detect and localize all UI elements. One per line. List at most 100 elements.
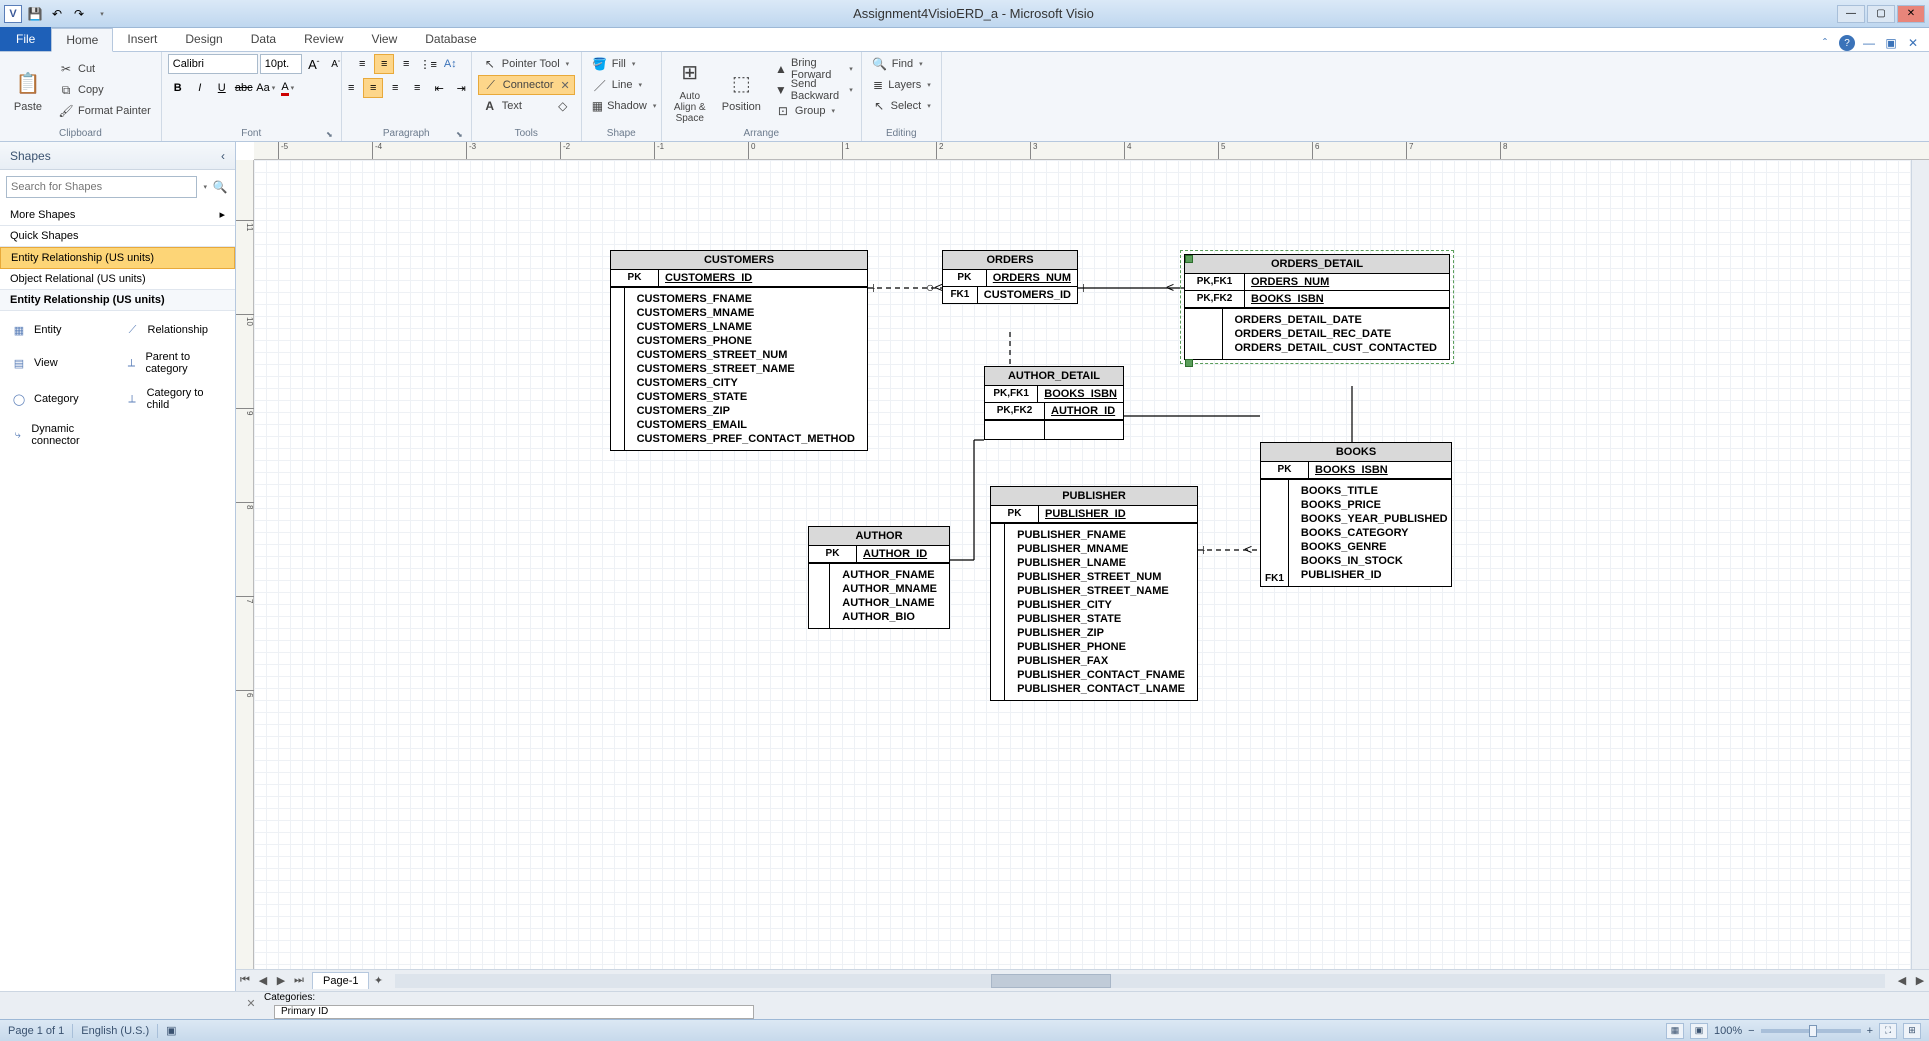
shape-parent-to-category[interactable]: ⟂Parent to category: [120, 347, 230, 379]
ribbon-minimize-icon[interactable]: ˆ: [1817, 35, 1833, 51]
shape-category[interactable]: ◯Category: [6, 383, 116, 415]
paragraph-dialog-launcher[interactable]: ⬊: [456, 130, 463, 139]
pan-zoom-button[interactable]: ⊞: [1903, 1023, 1921, 1039]
new-page-button[interactable]: ✦: [369, 972, 387, 990]
scroll-left-button[interactable]: ◀: [1893, 972, 1911, 990]
align-justify-button[interactable]: ≡: [407, 78, 427, 98]
redo-icon[interactable]: ↷: [70, 5, 88, 23]
strikethrough-button[interactable]: abc: [234, 78, 254, 98]
help-icon[interactable]: ?: [1839, 35, 1855, 51]
align-left-button[interactable]: ≡: [341, 78, 361, 98]
zoom-slider[interactable]: [1761, 1029, 1861, 1033]
zoom-thumb[interactable]: [1809, 1025, 1817, 1037]
drawing-canvas[interactable]: ⟊○< ⟊< ⟊< CUSTOMERSPKCUS: [254, 160, 1911, 969]
text-tool-button[interactable]: AText◇: [478, 96, 575, 116]
shadow-button[interactable]: ▦Shadow▾: [588, 96, 655, 116]
decrease-indent-button[interactable]: ⇤: [429, 78, 449, 98]
search-dropdown-icon[interactable]: ▾: [203, 176, 207, 198]
tab-view[interactable]: View: [357, 27, 411, 51]
mdi-minimize-icon[interactable]: —: [1861, 35, 1877, 51]
group-button[interactable]: ⊡Group▾: [771, 101, 857, 121]
shapes-panel-collapse-icon[interactable]: ‹: [221, 149, 225, 163]
tab-insert[interactable]: Insert: [113, 27, 171, 51]
line-button[interactable]: ／Line▾: [588, 75, 655, 95]
align-right-button[interactable]: ≡: [385, 78, 405, 98]
font-color-button[interactable]: A▾: [278, 78, 298, 98]
connector-tool-button[interactable]: ⟋Connector✕: [478, 75, 575, 95]
page-last-button[interactable]: ⏭: [290, 972, 308, 990]
page-tab-1[interactable]: Page-1: [312, 972, 369, 989]
font-dialog-launcher[interactable]: ⬊: [326, 130, 333, 139]
view-fullscreen-button[interactable]: ▣: [1690, 1023, 1708, 1039]
align-top-button[interactable]: ≡: [352, 54, 372, 74]
shape-relationship[interactable]: ⟋Relationship: [120, 317, 230, 343]
bullets-button[interactable]: ⋮≡: [418, 54, 438, 74]
send-backward-button[interactable]: ▼Send Backward▾: [771, 80, 857, 100]
minimize-button[interactable]: —: [1837, 5, 1865, 23]
select-button[interactable]: ↖Select▾: [868, 96, 935, 116]
zoom-level[interactable]: 100%: [1714, 1025, 1742, 1037]
quick-shapes-item[interactable]: Quick Shapes: [0, 226, 235, 247]
tab-review[interactable]: Review: [290, 27, 357, 51]
text-direction-button[interactable]: A↕: [440, 54, 460, 74]
font-size-select[interactable]: [260, 54, 302, 74]
categories-close-icon[interactable]: ✕: [244, 996, 258, 1010]
cut-button[interactable]: ✂Cut: [54, 59, 155, 79]
position-button[interactable]: ⬚Position: [716, 65, 767, 115]
vertical-scrollbar[interactable]: [1911, 160, 1929, 969]
horizontal-scrollbar[interactable]: [395, 974, 1885, 988]
page-prev-button[interactable]: ◀: [254, 972, 272, 990]
increase-indent-button[interactable]: ⇥: [451, 78, 471, 98]
align-middle-button[interactable]: ≡: [374, 54, 394, 74]
tab-design[interactable]: Design: [171, 27, 236, 51]
more-shapes-item[interactable]: More Shapes▸: [0, 204, 235, 226]
entity-customers[interactable]: CUSTOMERSPKCUSTOMERS_IDCUSTOMERS_FNAMECU…: [610, 250, 868, 451]
shape-entity[interactable]: ▦Entity: [6, 317, 116, 343]
entity-orders[interactable]: ORDERSPKORDERS_NUMFK1CUSTOMERS_ID: [942, 250, 1078, 304]
qat-dropdown-icon[interactable]: ▾: [92, 5, 110, 23]
italic-button[interactable]: I: [190, 78, 210, 98]
entity-author_detail[interactable]: AUTHOR_DETAILPK,FK1BOOKS_ISBNPK,FK2AUTHO…: [984, 366, 1124, 440]
paste-button[interactable]: 📋 Paste: [6, 65, 50, 115]
find-button[interactable]: 🔍Find▾: [868, 54, 935, 74]
view-normal-button[interactable]: ▦: [1666, 1023, 1684, 1039]
format-painter-button[interactable]: 🖌Format Painter: [54, 101, 155, 121]
bold-button[interactable]: B: [168, 78, 188, 98]
macro-recorder-icon[interactable]: ▣: [166, 1024, 176, 1037]
layers-button[interactable]: ≣Layers▾: [868, 75, 935, 95]
scroll-right-button[interactable]: ▶: [1911, 972, 1929, 990]
mdi-close-icon[interactable]: ✕: [1905, 35, 1921, 51]
search-go-icon[interactable]: 🔍: [211, 176, 229, 198]
zoom-out-button[interactable]: −: [1748, 1025, 1754, 1037]
copy-button[interactable]: ⧉Copy: [54, 80, 155, 100]
entity-books[interactable]: BOOKSPKBOOKS_ISBNFK1BOOKS_TITLEBOOKS_PRI…: [1260, 442, 1452, 587]
close-button[interactable]: ✕: [1897, 5, 1925, 23]
shapes-search-input[interactable]: [6, 176, 197, 198]
scroll-thumb[interactable]: [991, 974, 1111, 988]
grow-font-button[interactable]: Aˆ: [304, 54, 324, 74]
change-case-button[interactable]: Aa▾: [256, 78, 276, 98]
page-first-button[interactable]: ⏮: [236, 972, 254, 990]
undo-icon[interactable]: ↶: [48, 5, 66, 23]
align-bottom-button[interactable]: ≡: [396, 54, 416, 74]
shape-category-to-child[interactable]: ⟂Category to child: [120, 383, 230, 415]
entity-orders_detail[interactable]: ORDERS_DETAILPK,FK1ORDERS_NUMPK,FK2BOOKS…: [1184, 254, 1450, 360]
fit-page-button[interactable]: ⛶: [1879, 1023, 1897, 1039]
auto-align-button[interactable]: ⊞Auto Align & Space: [668, 55, 712, 126]
stencil-or-us[interactable]: Object Relational (US units): [0, 269, 235, 290]
page-next-button[interactable]: ▶: [272, 972, 290, 990]
categories-value[interactable]: Primary ID: [274, 1005, 754, 1019]
font-name-select[interactable]: [168, 54, 258, 74]
tab-home[interactable]: Home: [51, 28, 113, 52]
underline-button[interactable]: U: [212, 78, 232, 98]
pointer-tool-button[interactable]: ↖Pointer Tool▾: [478, 54, 575, 74]
mdi-restore-icon[interactable]: ▣: [1883, 35, 1899, 51]
fill-button[interactable]: 🪣Fill▾: [588, 54, 655, 74]
rectangle-tool-icon[interactable]: ◇: [555, 98, 571, 114]
stencil-er-us[interactable]: Entity Relationship (US units): [0, 247, 235, 269]
tab-data[interactable]: Data: [237, 27, 290, 51]
align-center-button[interactable]: ≡: [363, 78, 383, 98]
tab-file[interactable]: File: [0, 27, 51, 51]
shape-view[interactable]: ▤View: [6, 347, 116, 379]
save-icon[interactable]: 💾: [26, 5, 44, 23]
